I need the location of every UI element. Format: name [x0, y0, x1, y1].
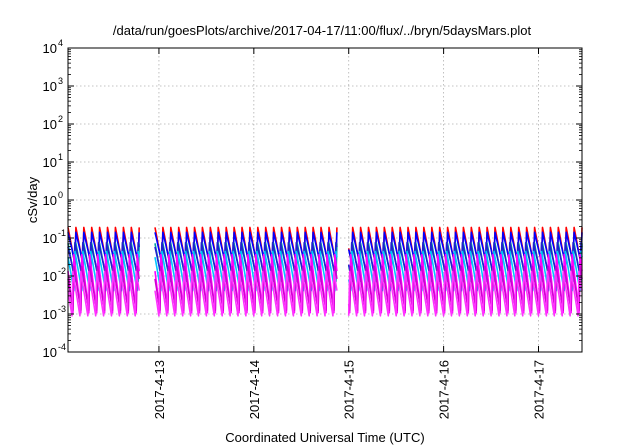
y-tick-base: 10 [43, 155, 57, 170]
y-tick-exponent: -2 [58, 266, 66, 276]
y-axis-label: cSv/day [25, 176, 40, 223]
x-tick-label: 2017-4-16 [437, 360, 452, 419]
y-tick-base: 10 [43, 41, 57, 56]
x-axis: 2017-4-13 2017-4-14 2017-4-15 2017-4-16 2017… [152, 48, 547, 419]
y-tick-exponent: 3 [58, 76, 63, 86]
y-tick-base: 10 [43, 269, 57, 284]
y-tick-base: 10 [43, 117, 57, 132]
y-tick-exponent: 0 [58, 190, 63, 200]
series-group [67, 226, 583, 317]
y-tick-base: 10 [43, 79, 57, 94]
x-tick-label: 2017-4-15 [342, 360, 357, 419]
series-line [67, 270, 583, 317]
y-tick-exponent: -4 [58, 342, 66, 352]
y-tick-base: 10 [43, 193, 57, 208]
x-tick-label: 2017-4-13 [152, 360, 167, 419]
x-tick-label: 2017-4-17 [532, 360, 547, 419]
y-tick-label: 10 0 [43, 190, 63, 208]
y-tick-base: 10 [43, 231, 57, 246]
y-tick-label: 10 2 [43, 114, 63, 132]
y-tick-exponent: 1 [58, 152, 63, 162]
y-tick-label: 10 3 [43, 76, 63, 94]
y-tick-exponent: 4 [58, 38, 63, 48]
y-tick-exponent: -1 [58, 228, 66, 238]
y-tick-label: 10 4 [43, 38, 63, 56]
y-tick-label: 10 -3 [43, 304, 66, 322]
x-axis-label: Coordinated Universal Time (UTC) [225, 430, 424, 445]
y-tick-base: 10 [43, 307, 57, 322]
x-tick-label: 2017-4-14 [247, 360, 262, 419]
y-tick-exponent: 2 [58, 114, 63, 124]
y-tick-label: 10 -4 [43, 342, 66, 360]
y-tick-label: 10 1 [43, 152, 63, 170]
y-tick-base: 10 [43, 345, 57, 360]
chart-title: /data/run/goesPlots/archive/2017-04-17/1… [113, 23, 532, 38]
y-tick-exponent: -3 [58, 304, 66, 314]
y-tick-label: 10 -2 [43, 266, 66, 284]
y-tick-label: 10 -1 [43, 228, 66, 246]
